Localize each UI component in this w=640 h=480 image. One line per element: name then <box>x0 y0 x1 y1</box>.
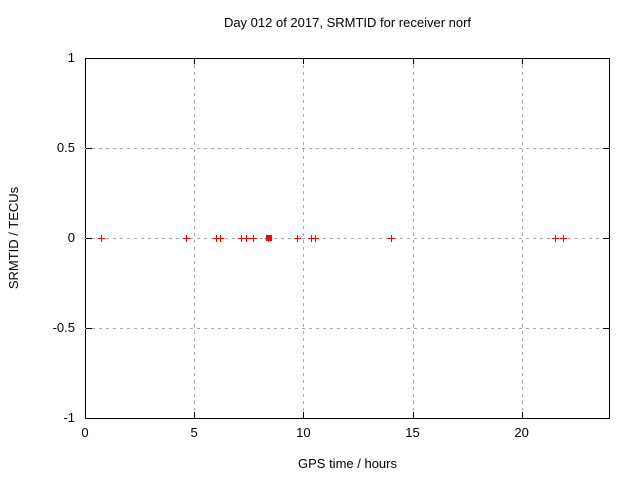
chart-title: Day 012 of 2017, SRMTID for receiver nor… <box>223 15 472 30</box>
y-tick-mark <box>86 418 92 419</box>
x-tick-label: 20 <box>514 425 529 440</box>
x-tick-mark <box>194 412 196 418</box>
x-tick-label: 0 <box>81 425 89 440</box>
y-tick-label: 0 <box>67 230 75 245</box>
x-tick-mark <box>521 412 523 418</box>
gridline-horizontal <box>85 328 609 329</box>
data-point <box>559 234 567 242</box>
x-tick-label: 10 <box>296 425 311 440</box>
data-point <box>97 234 105 242</box>
data-point <box>250 234 258 242</box>
y-tick-mark-right <box>603 418 609 419</box>
gridline-horizontal <box>85 238 609 239</box>
y-tick-label: 0.5 <box>56 140 75 155</box>
y-tick-mark <box>86 58 92 59</box>
x-tick-label: 5 <box>190 425 198 440</box>
data-point <box>388 234 396 242</box>
y-tick-mark-right <box>603 328 609 329</box>
x-tick-mark <box>412 412 414 418</box>
data-point <box>308 234 316 242</box>
y-tick-mark-right <box>603 58 609 59</box>
data-point <box>217 234 225 242</box>
data-point <box>238 234 246 242</box>
y-tick-mark-right <box>603 238 609 239</box>
x-tick-mark <box>85 412 86 418</box>
y-tick-label: 1 <box>67 50 75 65</box>
x-tick-mark-top <box>85 58 86 64</box>
y-tick-mark-right <box>603 148 609 149</box>
x-axis-label: GPS time / hours <box>298 456 397 471</box>
data-point <box>293 234 301 242</box>
x-tick-label: 15 <box>405 425 420 440</box>
data-point <box>242 234 250 242</box>
x-tick-mark-top <box>194 58 196 64</box>
y-axis-label: SRMTID / TECUs <box>6 186 21 290</box>
data-point <box>551 234 559 242</box>
y-tick-label: -1 <box>63 410 75 425</box>
data-point <box>183 234 191 242</box>
y-tick-mark <box>86 238 92 239</box>
x-tick-mark-top <box>303 58 305 64</box>
x-tick-mark-top <box>412 58 414 64</box>
y-tick-mark <box>86 148 92 149</box>
data-point <box>312 234 320 242</box>
y-tick-label: -0.5 <box>52 320 75 335</box>
y-tick-mark <box>86 328 92 329</box>
gridline-horizontal <box>85 148 609 149</box>
data-point <box>213 234 221 242</box>
x-tick-mark-top <box>521 58 523 64</box>
x-tick-mark <box>303 412 305 418</box>
data-point <box>265 235 272 241</box>
